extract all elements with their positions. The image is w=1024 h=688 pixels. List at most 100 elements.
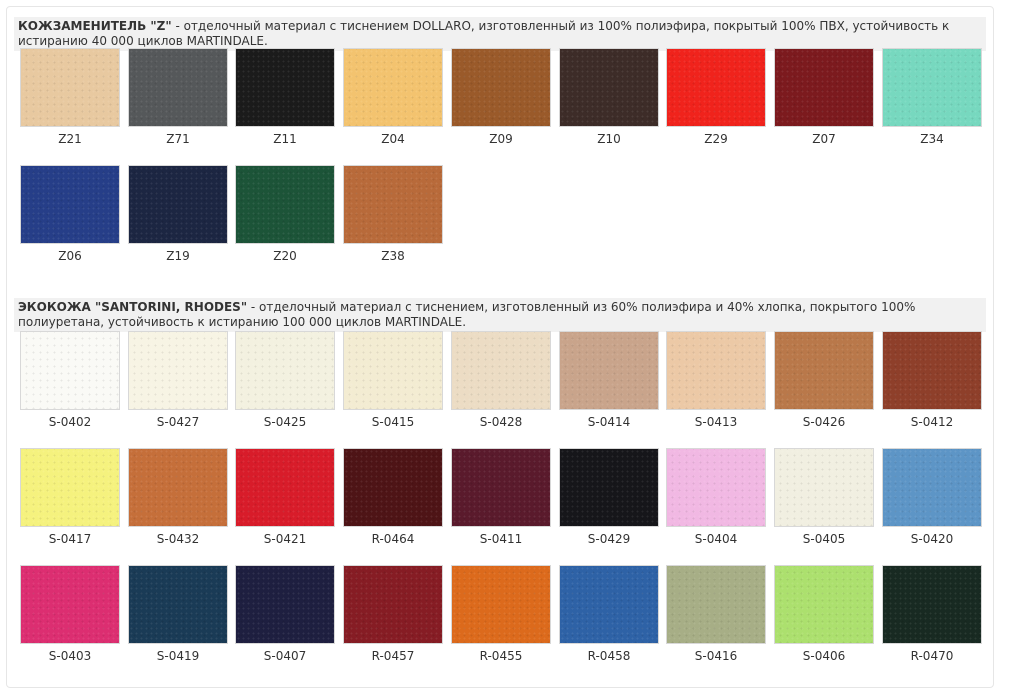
swatch-sample[interactable] bbox=[666, 448, 766, 527]
swatch-sample[interactable] bbox=[451, 331, 551, 410]
swatch-code: S-0419 bbox=[156, 649, 200, 663]
swatch-sample[interactable] bbox=[882, 48, 982, 127]
swatch-sample[interactable] bbox=[20, 331, 120, 410]
swatch-sample[interactable] bbox=[128, 448, 228, 527]
swatch-sample[interactable] bbox=[20, 565, 120, 644]
color-swatch[interactable]: S-0404 bbox=[666, 448, 766, 546]
swatch-sample[interactable] bbox=[343, 165, 443, 244]
color-swatch[interactable]: Z10 bbox=[559, 48, 659, 146]
color-swatch[interactable]: Z71 bbox=[128, 48, 228, 146]
swatch-sample[interactable] bbox=[235, 331, 335, 410]
color-swatch[interactable]: R-0455 bbox=[451, 565, 551, 663]
color-swatch[interactable]: Z20 bbox=[235, 165, 335, 263]
color-swatch[interactable]: S-0427 bbox=[128, 331, 228, 429]
section-description-line1: - отделочный материал с тиснением DOLLAR… bbox=[171, 19, 950, 33]
color-swatch[interactable]: R-0458 bbox=[559, 565, 659, 663]
color-swatch[interactable]: S-0414 bbox=[559, 331, 659, 429]
swatch-code: Z10 bbox=[597, 132, 621, 146]
swatch-sample[interactable] bbox=[20, 165, 120, 244]
swatch-sample[interactable] bbox=[235, 48, 335, 127]
color-swatch[interactable]: R-0457 bbox=[343, 565, 443, 663]
swatch-sample[interactable] bbox=[774, 48, 874, 127]
color-swatch[interactable]: S-0417 bbox=[20, 448, 120, 546]
swatch-sample[interactable] bbox=[666, 565, 766, 644]
swatch-sample[interactable] bbox=[559, 331, 659, 410]
color-swatch[interactable]: S-0402 bbox=[20, 331, 120, 429]
swatch-sample[interactable] bbox=[559, 565, 659, 644]
color-swatch[interactable]: S-0403 bbox=[20, 565, 120, 663]
swatch-code: S-0402 bbox=[48, 415, 92, 429]
swatch-code: Z34 bbox=[920, 132, 944, 146]
color-swatch[interactable]: S-0419 bbox=[128, 565, 228, 663]
swatch-sample[interactable] bbox=[774, 331, 874, 410]
swatch-sample[interactable] bbox=[774, 565, 874, 644]
color-swatch[interactable]: S-0420 bbox=[882, 448, 982, 546]
color-swatch[interactable]: S-0428 bbox=[451, 331, 551, 429]
swatch-sample[interactable] bbox=[128, 331, 228, 410]
color-swatch[interactable]: Z11 bbox=[235, 48, 335, 146]
swatch-sample[interactable] bbox=[666, 331, 766, 410]
section-header-ekokozha: ЭКОКОЖА "SANTORINI, RHODES" - отделочный… bbox=[14, 298, 986, 332]
swatch-sample[interactable] bbox=[451, 48, 551, 127]
color-swatch[interactable]: S-0412 bbox=[882, 331, 982, 429]
color-swatch[interactable]: Z34 bbox=[882, 48, 982, 146]
swatch-code: S-0414 bbox=[587, 415, 631, 429]
color-swatch[interactable]: S-0413 bbox=[666, 331, 766, 429]
swatch-sample[interactable] bbox=[882, 565, 982, 644]
swatch-sample[interactable] bbox=[882, 448, 982, 527]
section-description-line2: полиуретана, устойчивость к истиранию 10… bbox=[18, 315, 467, 329]
swatch-code: S-0411 bbox=[479, 532, 523, 546]
color-swatch[interactable]: S-0429 bbox=[559, 448, 659, 546]
color-swatch[interactable]: S-0407 bbox=[235, 565, 335, 663]
color-swatch[interactable]: S-0432 bbox=[128, 448, 228, 546]
color-swatch[interactable]: R-0464 bbox=[343, 448, 443, 546]
color-swatch[interactable]: Z19 bbox=[128, 165, 228, 263]
swatch-sample[interactable] bbox=[451, 565, 551, 644]
color-swatch[interactable]: R-0470 bbox=[882, 565, 982, 663]
swatch-sample[interactable] bbox=[343, 565, 443, 644]
swatch-sample[interactable] bbox=[20, 48, 120, 127]
swatch-code: R-0455 bbox=[479, 649, 523, 663]
swatch-code: S-0427 bbox=[156, 415, 200, 429]
swatch-sample[interactable] bbox=[451, 448, 551, 527]
swatch-sample[interactable] bbox=[666, 48, 766, 127]
color-swatch[interactable]: Z09 bbox=[451, 48, 551, 146]
swatch-sample[interactable] bbox=[343, 448, 443, 527]
color-swatch[interactable]: Z29 bbox=[666, 48, 766, 146]
color-swatch[interactable]: Z04 bbox=[343, 48, 443, 146]
swatch-sample[interactable] bbox=[235, 165, 335, 244]
swatch-code: S-0413 bbox=[694, 415, 738, 429]
swatch-sample[interactable] bbox=[128, 565, 228, 644]
swatch-sample[interactable] bbox=[20, 448, 120, 527]
swatch-sample[interactable] bbox=[343, 331, 443, 410]
color-swatch[interactable]: S-0425 bbox=[235, 331, 335, 429]
swatch-code: S-0428 bbox=[479, 415, 523, 429]
color-swatch[interactable]: S-0421 bbox=[235, 448, 335, 546]
color-swatch[interactable]: S-0405 bbox=[774, 448, 874, 546]
swatch-sample[interactable] bbox=[559, 48, 659, 127]
swatch-code: Z11 bbox=[273, 132, 297, 146]
color-swatch[interactable]: S-0415 bbox=[343, 331, 443, 429]
color-swatch[interactable]: Z38 bbox=[343, 165, 443, 263]
swatch-code: Z38 bbox=[381, 249, 405, 263]
color-swatch[interactable]: Z06 bbox=[20, 165, 120, 263]
color-swatch[interactable]: S-0416 bbox=[666, 565, 766, 663]
color-swatch[interactable]: S-0406 bbox=[774, 565, 874, 663]
color-swatch[interactable]: Z21 bbox=[20, 48, 120, 146]
color-swatch[interactable]: S-0426 bbox=[774, 331, 874, 429]
swatch-code: S-0405 bbox=[802, 532, 846, 546]
swatch-sample[interactable] bbox=[559, 448, 659, 527]
swatch-sample[interactable] bbox=[774, 448, 874, 527]
swatch-sample[interactable] bbox=[235, 565, 335, 644]
color-swatch[interactable]: Z07 bbox=[774, 48, 874, 146]
swatch-sample[interactable] bbox=[128, 48, 228, 127]
swatch-sample[interactable] bbox=[235, 448, 335, 527]
swatch-sample[interactable] bbox=[343, 48, 443, 127]
swatch-code: S-0415 bbox=[371, 415, 415, 429]
swatch-sample[interactable] bbox=[128, 165, 228, 244]
color-swatch[interactable]: S-0411 bbox=[451, 448, 551, 546]
swatch-sample[interactable] bbox=[882, 331, 982, 410]
swatch-code: R-0458 bbox=[587, 649, 631, 663]
swatch-code: Z07 bbox=[812, 132, 836, 146]
section-description-line1: - отделочный материал с тиснением, изгот… bbox=[247, 300, 916, 314]
